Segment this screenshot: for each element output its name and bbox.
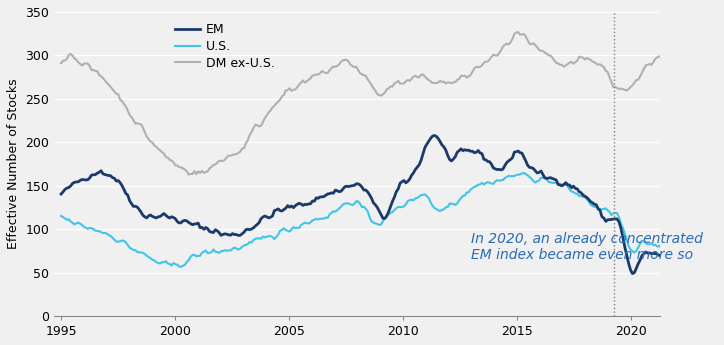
Y-axis label: Effective Number of Stocks: Effective Number of Stocks bbox=[7, 79, 20, 249]
Text: In 2020, an already concentrated
EM index became even more so: In 2020, an already concentrated EM inde… bbox=[471, 232, 703, 262]
Legend: EM, U.S., DM ex-U.S.: EM, U.S., DM ex-U.S. bbox=[169, 18, 279, 75]
